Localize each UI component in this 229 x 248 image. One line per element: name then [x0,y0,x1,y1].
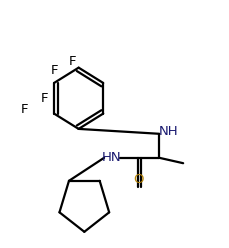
Text: F: F [69,55,76,68]
Text: O: O [133,174,144,186]
Text: F: F [40,92,48,105]
Text: HN: HN [102,151,121,164]
Text: NH: NH [158,125,178,138]
Text: F: F [50,64,57,77]
Text: F: F [20,103,28,116]
